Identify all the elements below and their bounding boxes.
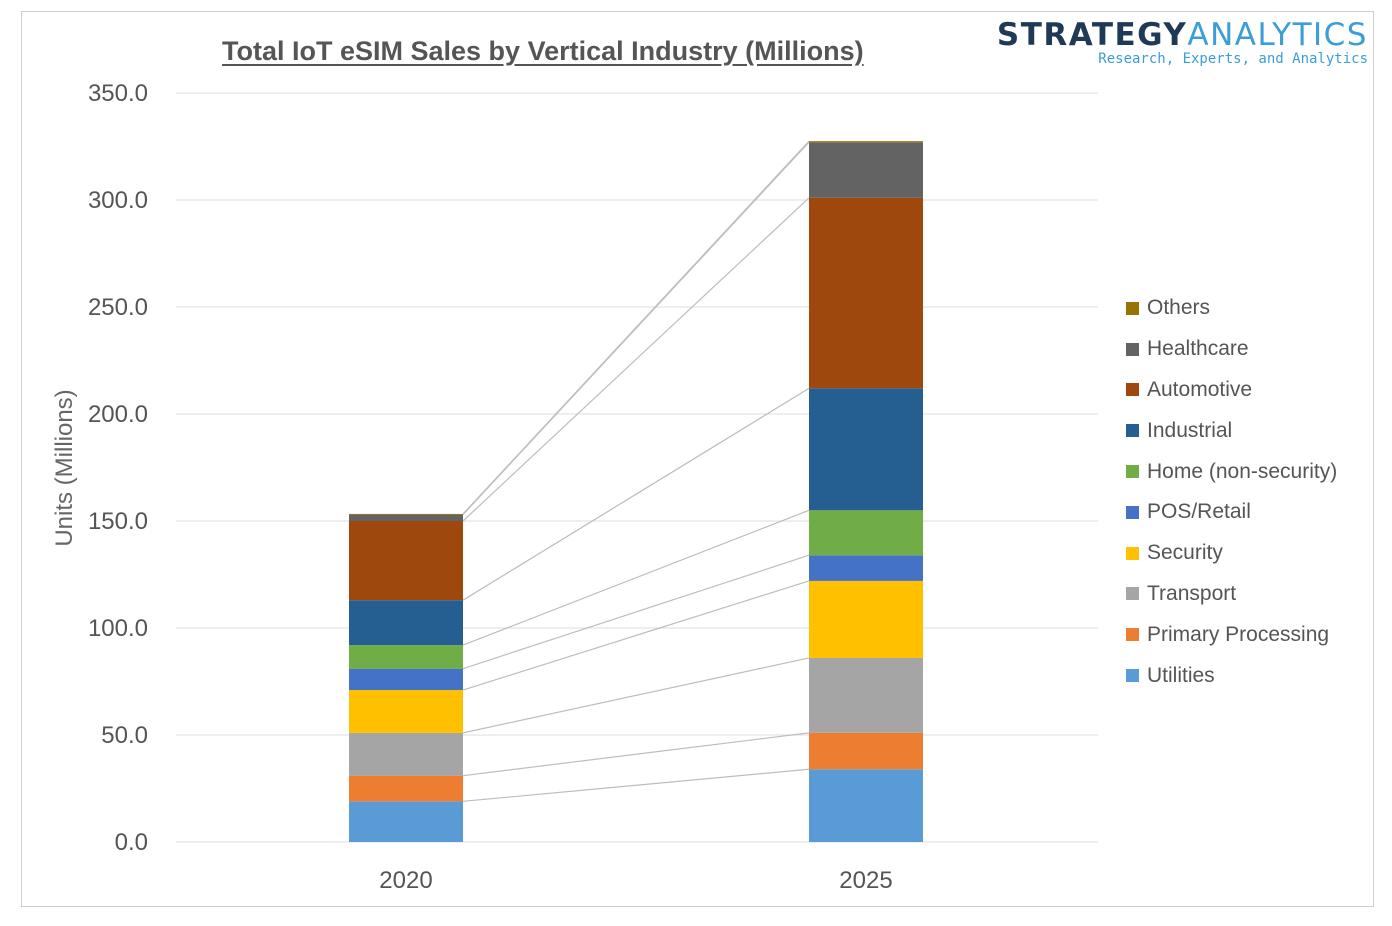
bar-segment: [809, 510, 923, 556]
bar-segment: [809, 197, 923, 389]
y-tick-label: 50.0: [101, 722, 148, 749]
y-tick-label: 0.0: [115, 829, 148, 856]
brand-name-part1: STRATEGY: [996, 17, 1188, 53]
series-line: [462, 197, 810, 522]
legend-item: Industrial: [1126, 410, 1337, 451]
legend-swatch: [1126, 342, 1139, 356]
bar-segment: [349, 775, 463, 802]
y-tick-label: 350.0: [88, 80, 148, 107]
legend-label: Automotive: [1147, 377, 1253, 401]
legend-item: Security: [1126, 533, 1337, 574]
y-tick-label: 100.0: [88, 615, 148, 642]
chart-legend: Others Healthcare Automotive Industrial Home…: [1126, 288, 1337, 696]
legend-label: POS/Retail: [1147, 500, 1251, 524]
legend-item: Utilities: [1126, 655, 1337, 696]
legend-item: Automotive: [1126, 370, 1337, 411]
x-tick-label: 2020: [379, 867, 432, 894]
legend-item: Transport: [1126, 574, 1337, 615]
bar-segment: [809, 141, 923, 143]
bar-segment: [349, 521, 463, 601]
bar-segment: [349, 645, 463, 669]
bar-segment: [809, 769, 923, 842]
series-line: [462, 580, 810, 691]
gridlines: [176, 92, 1098, 843]
x-tick-label: 2025: [839, 867, 892, 894]
legend-item: Healthcare: [1126, 329, 1337, 370]
legend-label: Transport: [1147, 581, 1237, 605]
brand-tagline: Research, Experts, and Analytics: [1098, 51, 1368, 67]
legend-swatch: [1126, 669, 1139, 683]
legend-swatch: [1126, 301, 1139, 315]
legend-swatch: [1126, 465, 1139, 479]
bar-segment: [809, 555, 923, 581]
legend-label: Industrial: [1147, 418, 1233, 442]
bar-segment: [349, 668, 463, 691]
y-tick-label: 250.0: [88, 294, 148, 321]
series-line: [462, 387, 810, 601]
legend-label: Others: [1147, 296, 1211, 320]
bar-segment: [809, 732, 923, 770]
series-line: [462, 657, 810, 734]
chart-frame: [21, 11, 1374, 907]
chart-title: Total IoT eSIM Sales by Vertical Industr…: [222, 36, 864, 66]
legend-swatch: [1126, 505, 1139, 519]
y-axis-ticks: 0.0 50.0 100.0 150.0 200.0 250.0 300.0 350.0: [88, 80, 148, 856]
series-line: [462, 509, 810, 646]
bar-segment: [809, 580, 923, 658]
brand-name-part2: ANALYTICS: [1187, 17, 1368, 53]
bar-segment: [349, 600, 463, 646]
y-tick-label: 200.0: [88, 401, 148, 428]
bars: [349, 141, 923, 842]
bar-segment: [349, 514, 463, 521]
legend-swatch: [1126, 587, 1139, 601]
series-line: [462, 768, 810, 802]
legend-label: Home (non-security): [1147, 459, 1338, 483]
legend-label: Security: [1147, 541, 1223, 565]
series-line: [462, 554, 810, 670]
x-axis-ticks: 2020 2025: [379, 867, 892, 894]
legend-item: Primary Processing: [1126, 614, 1337, 655]
bar-segment: [809, 657, 923, 733]
legend-item: Home (non-security): [1126, 451, 1337, 492]
bar-segment: [809, 388, 923, 511]
brand-name: STRATEGYANALYTICS: [982, 16, 1368, 54]
bar-segment: [349, 732, 463, 776]
series-connector-lines: [462, 140, 810, 802]
y-tick-label: 150.0: [88, 508, 148, 535]
legend-label: Primary Processing: [1147, 622, 1330, 646]
legend-item: Others: [1126, 288, 1337, 329]
legend-swatch: [1126, 546, 1139, 560]
bar-segment: [349, 513, 463, 515]
series-line: [462, 140, 810, 515]
legend-swatch: [1126, 628, 1139, 642]
y-tick-label: 300.0: [88, 187, 148, 214]
legend-swatch: [1126, 383, 1139, 397]
legend-label: Utilities: [1147, 663, 1215, 687]
y-axis-title: Units (Millions): [51, 389, 78, 546]
brand-logo: STRATEGYANALYTICS Research, Experts, and…: [982, 16, 1368, 66]
legend-swatch: [1126, 424, 1139, 438]
bar-segment: [809, 142, 923, 198]
bar-segment: [349, 690, 463, 733]
legend-label: Healthcare: [1147, 337, 1249, 361]
legend-item: POS/Retail: [1126, 492, 1337, 533]
bar-segment: [349, 801, 463, 842]
series-line: [462, 732, 810, 777]
